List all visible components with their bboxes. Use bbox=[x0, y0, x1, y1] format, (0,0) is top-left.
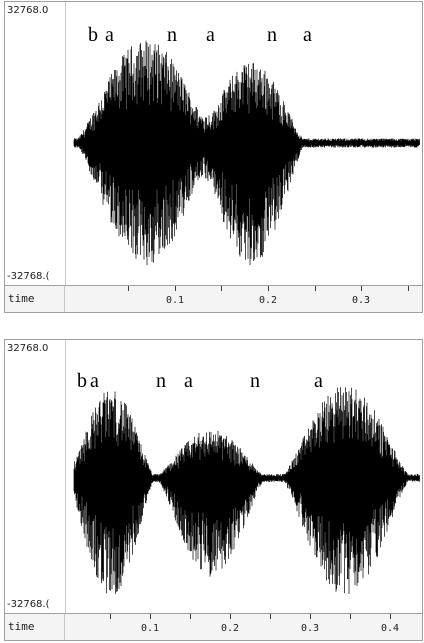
y-max-label: 32768.0 bbox=[7, 5, 49, 16]
tick-mark bbox=[270, 614, 271, 619]
tick-label: 0.2 bbox=[258, 295, 278, 306]
y-max-label: 32768.0 bbox=[7, 343, 49, 354]
waveform-panel-1[interactable]: 32768.0 -32768.( b a n a n a time 0.1 0.… bbox=[4, 1, 423, 313]
tick-mark bbox=[310, 614, 311, 619]
waveform-panel-2[interactable]: 32768.0 -32768.( b a n a n a time 0.1 0.… bbox=[4, 339, 423, 641]
syllable-labels: b a n a n a bbox=[66, 340, 422, 392]
tick-mark bbox=[128, 286, 129, 291]
tick-mark bbox=[150, 614, 151, 619]
time-axis-ticks: 0.1 0.2 0.3 bbox=[66, 286, 422, 312]
tick-mark bbox=[175, 286, 176, 291]
tick-label: 0.2 bbox=[220, 623, 240, 634]
y-axis-labels: 32768.0 -32768.( bbox=[5, 2, 66, 285]
tick-mark bbox=[408, 286, 409, 291]
y-min-label: -32768.( bbox=[7, 271, 50, 282]
tick-label: 0.4 bbox=[380, 623, 400, 634]
tick-mark bbox=[110, 614, 111, 619]
tick-label: 0.3 bbox=[300, 623, 320, 634]
time-axis-name: time bbox=[5, 614, 65, 640]
time-axis: time 0.1 0.2 0.3 0.4 bbox=[5, 613, 422, 640]
syllable-label: b bbox=[77, 370, 87, 392]
waveform-plot[interactable]: b a n a n a bbox=[66, 340, 422, 613]
syllable-label: a bbox=[105, 24, 114, 46]
time-axis-ticks: 0.1 0.2 0.3 0.4 bbox=[66, 614, 422, 640]
waveform-plot[interactable]: b a n a n a bbox=[66, 2, 422, 285]
waveform-trace bbox=[73, 387, 420, 594]
time-axis: time 0.1 0.2 0.3 bbox=[5, 285, 422, 312]
syllable-label: a bbox=[314, 370, 323, 392]
tick-label: 0.1 bbox=[165, 295, 185, 306]
waveform-trace bbox=[73, 40, 420, 266]
tick-mark bbox=[315, 286, 316, 291]
syllable-labels: b a n a n a bbox=[66, 2, 422, 46]
syllable-label: a bbox=[184, 370, 193, 392]
tick-mark bbox=[268, 286, 269, 291]
y-min-label: -32768.( bbox=[7, 599, 50, 610]
waveform-path bbox=[73, 387, 420, 594]
syllable-label: n bbox=[267, 24, 277, 46]
syllable-label: n bbox=[167, 24, 177, 46]
waveform-path bbox=[73, 40, 420, 266]
tick-label: 0.3 bbox=[351, 295, 371, 306]
tick-mark bbox=[390, 614, 391, 619]
syllable-label: a bbox=[303, 24, 312, 46]
tick-label: 0.1 bbox=[140, 623, 160, 634]
tick-mark bbox=[221, 286, 222, 291]
syllable-label: b bbox=[88, 24, 98, 46]
tick-mark bbox=[361, 286, 362, 291]
syllable-label: n bbox=[156, 370, 166, 392]
syllable-label: a bbox=[90, 370, 99, 392]
syllable-label: n bbox=[250, 370, 260, 392]
y-axis-labels: 32768.0 -32768.( bbox=[5, 340, 66, 613]
tick-mark bbox=[350, 614, 351, 619]
tick-mark bbox=[230, 614, 231, 619]
tick-mark bbox=[190, 614, 191, 619]
syllable-label: a bbox=[206, 24, 215, 46]
time-axis-name: time bbox=[5, 286, 65, 312]
